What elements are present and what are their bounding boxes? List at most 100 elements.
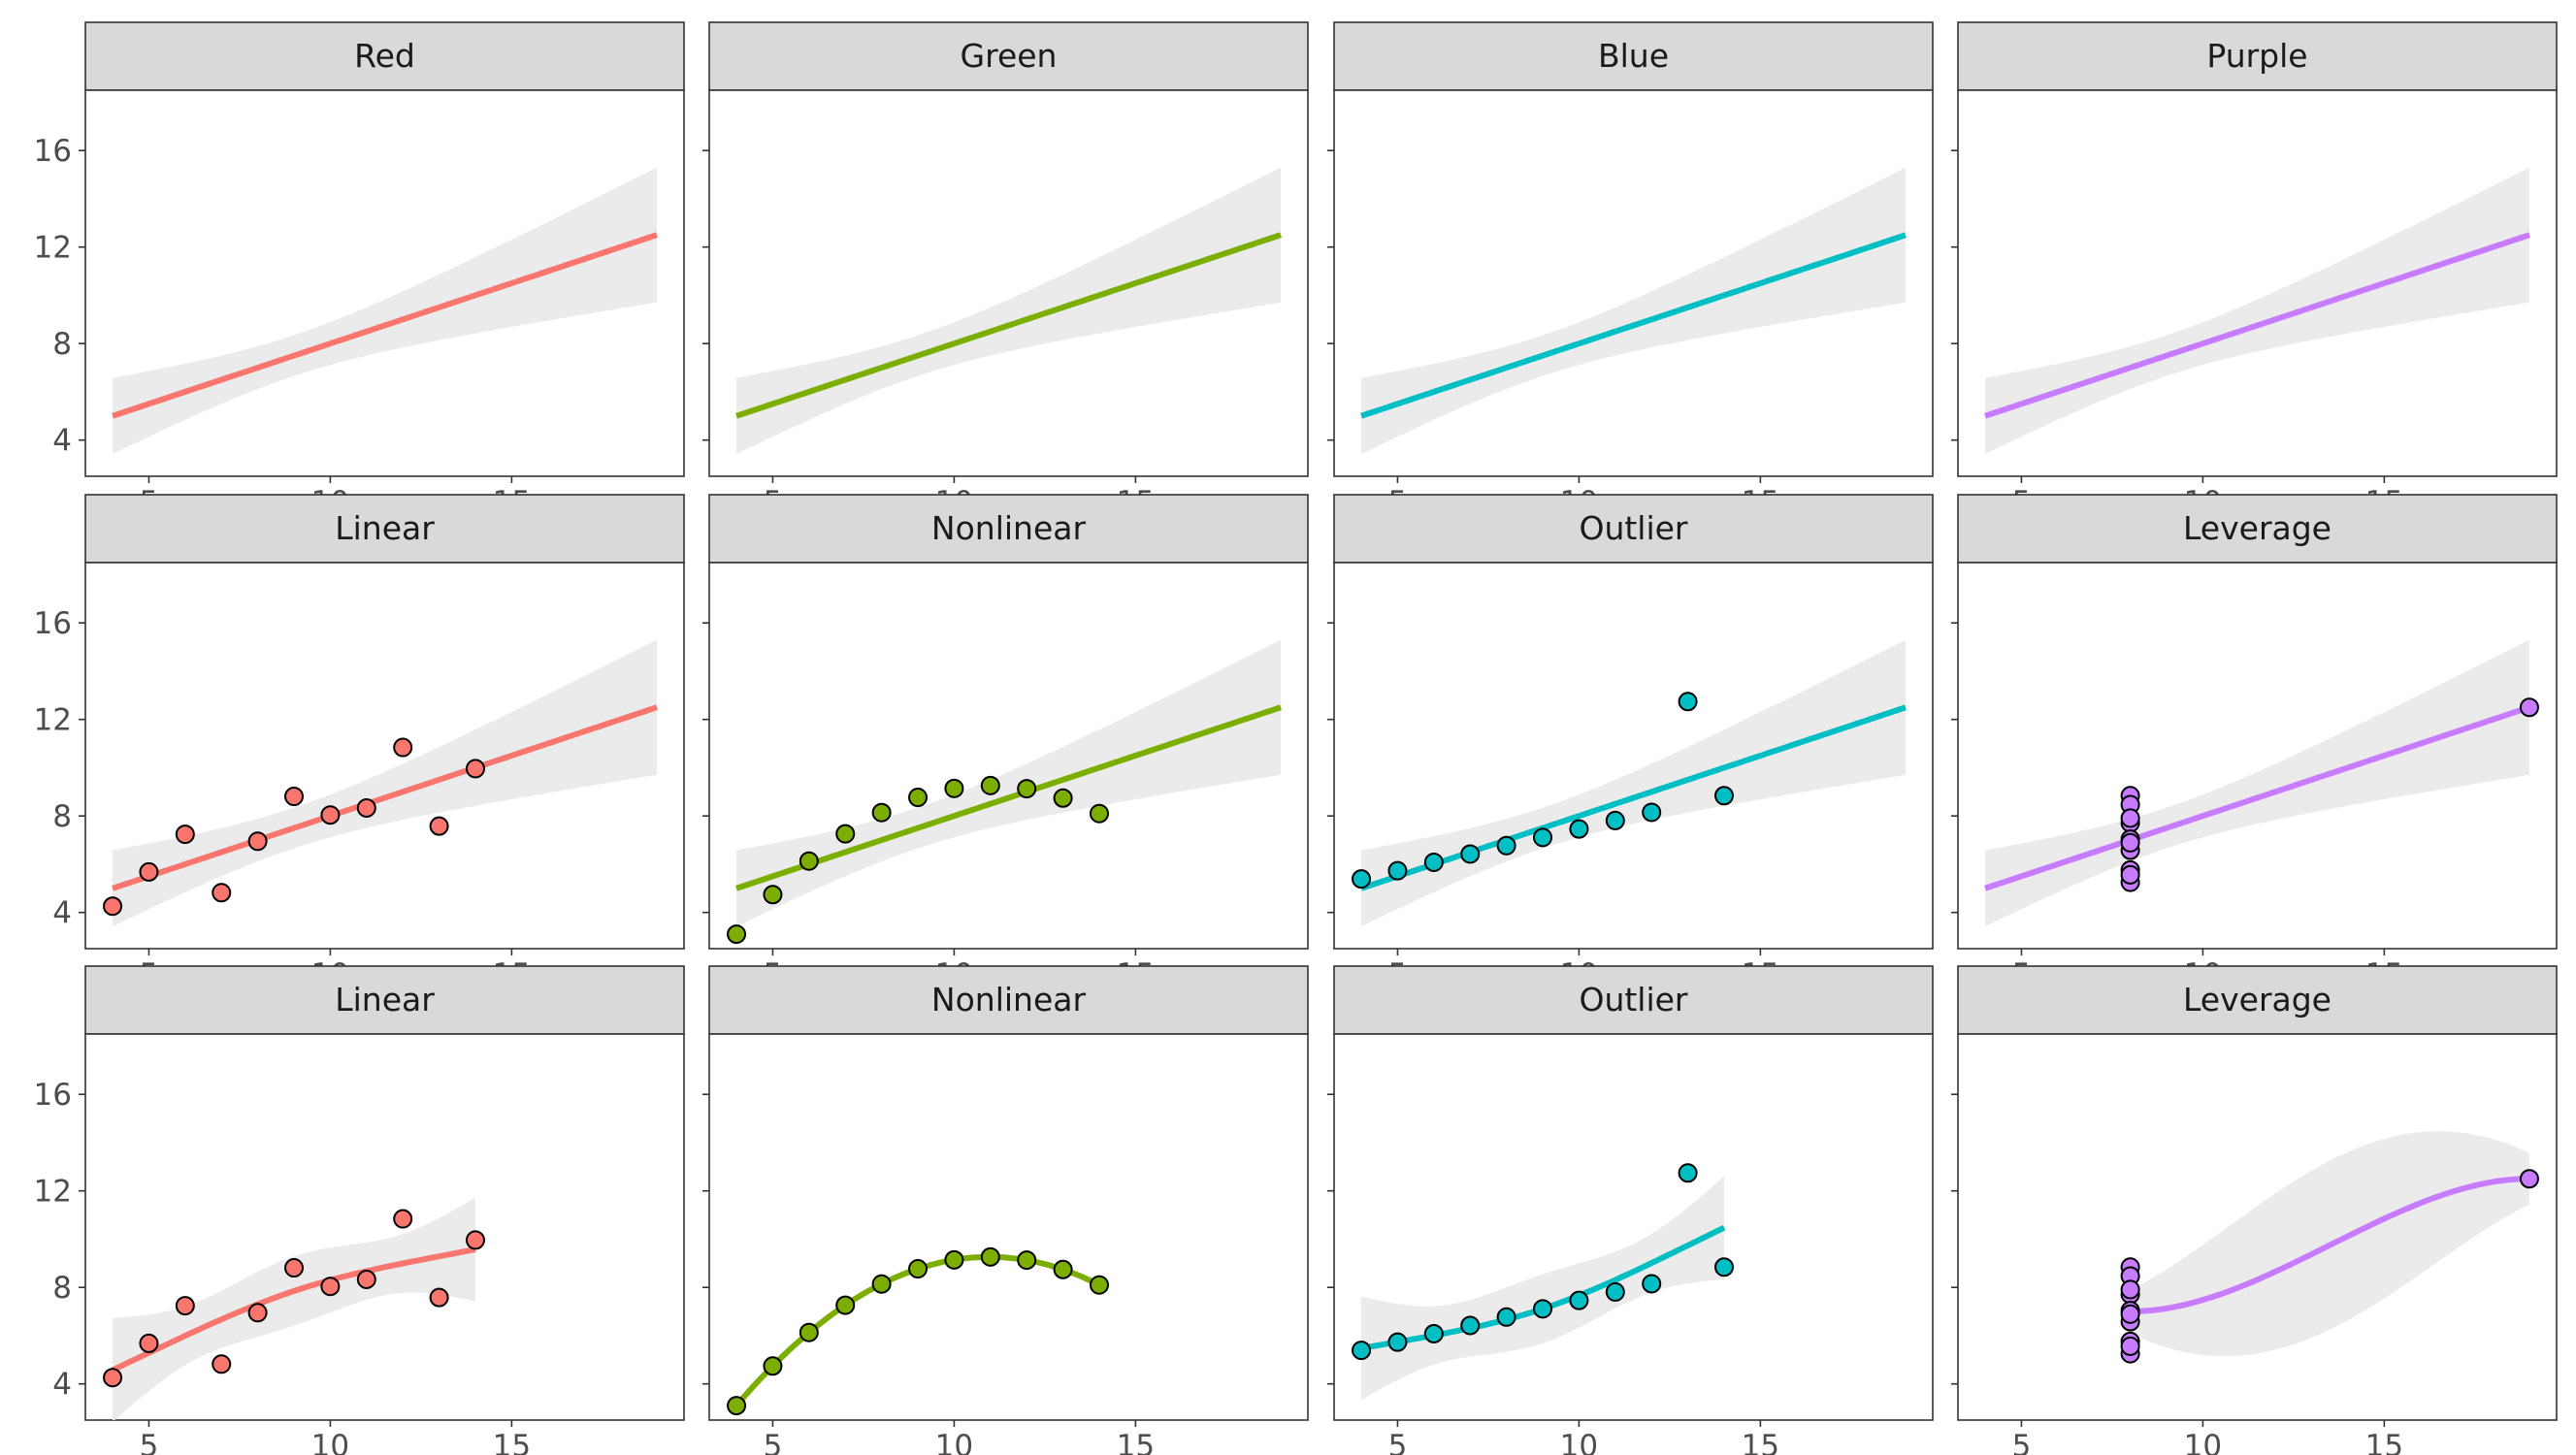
data-point: [247, 1303, 268, 1323]
confidence-band: [1361, 639, 1906, 926]
data-point: [320, 1277, 341, 1297]
facet-title: Nonlinear: [931, 981, 1087, 1018]
data-point: [727, 924, 747, 945]
data-point: [103, 896, 123, 917]
data-point: [1569, 1290, 1589, 1310]
confidence-band: [113, 1197, 475, 1420]
facet-strip: [84, 494, 685, 564]
data-point: [139, 1333, 159, 1353]
confidence-band: [113, 639, 657, 926]
facet-title: Leverage: [2183, 509, 2331, 547]
data-point: [2120, 1336, 2140, 1356]
data-point: [1605, 810, 1625, 830]
facet-strip: [1333, 494, 1934, 564]
data-point: [1713, 1257, 1734, 1277]
data-point: [980, 1246, 1000, 1267]
x-tick-label: 5: [2012, 1429, 2032, 1455]
facet-title: Blue: [1598, 37, 1669, 75]
data-point: [2519, 1169, 2539, 1189]
fit-line: [1984, 704, 2530, 891]
facet-title: Green: [961, 37, 1058, 75]
facet-title: Linear: [335, 981, 435, 1018]
x-tick-label: 15: [2365, 1429, 2403, 1455]
data-point: [1713, 786, 1734, 806]
data-point: [763, 1356, 783, 1376]
facet-strip: [708, 21, 1309, 91]
data-point: [212, 883, 232, 903]
x-tick-label: 15: [493, 1429, 531, 1455]
fit-line: [1360, 704, 1907, 891]
fit-line: [2130, 1176, 2529, 1314]
data-point: [944, 778, 964, 798]
data-point: [175, 1296, 195, 1316]
data-point: [1387, 860, 1408, 881]
data-point: [1533, 827, 1553, 848]
facet-title: Nonlinear: [931, 509, 1087, 547]
data-point: [1460, 1315, 1481, 1336]
x-tick-label: 10: [311, 1429, 349, 1455]
x-tick-label: 10: [935, 1429, 973, 1455]
data-point: [393, 737, 413, 758]
confidence-band: [736, 167, 1281, 455]
data-point: [1423, 1323, 1444, 1343]
data-point: [1089, 803, 1109, 824]
data-point: [1496, 1307, 1516, 1327]
data-point: [2120, 1304, 2140, 1324]
data-point: [1017, 1250, 1037, 1271]
data-point: [1352, 869, 1372, 889]
fit-line: [111, 1246, 476, 1374]
panel-purple-row1: Purple51015: [1951, 21, 2558, 520]
panel-green-row1: Green51015: [702, 21, 1309, 520]
confidence-band: [1985, 639, 2529, 926]
y-tick-label: 4: [52, 1368, 72, 1403]
data-point: [1017, 779, 1037, 799]
data-point: [1642, 1274, 1662, 1294]
y-tick-label: 12: [34, 1175, 72, 1210]
facet-strip: [1957, 21, 2558, 91]
data-point: [727, 1396, 747, 1416]
facet-title: Red: [354, 37, 415, 75]
x-tick-label: 10: [2184, 1429, 2222, 1455]
facet-strip: [708, 494, 1309, 564]
confidence-band: [1361, 1176, 1724, 1401]
data-point: [393, 1209, 413, 1229]
panel-nonlinear-row3: Nonlinear 5 10 15: [702, 965, 1309, 1455]
data-point: [980, 775, 1000, 795]
facet-strip: [708, 965, 1309, 1035]
data-point: [465, 1230, 485, 1250]
x-tick-label: 15: [1742, 1429, 1779, 1455]
x-tick-label: 15: [1117, 1429, 1155, 1455]
fit-line: [1360, 232, 1907, 419]
confidence-band: [736, 639, 1281, 927]
plot-area: [708, 1033, 1309, 1421]
data-point: [103, 1368, 123, 1388]
data-point: [247, 831, 268, 852]
data-point: [835, 824, 856, 844]
facet-strip: [84, 21, 685, 91]
panel-blue-row1: Blue51015: [1327, 21, 1934, 520]
data-point: [799, 851, 819, 871]
y-tick-label: 8: [52, 1271, 72, 1306]
data-point: [1053, 788, 1073, 808]
data-point: [2120, 808, 2140, 828]
facet-title: Leverage: [2183, 981, 2331, 1018]
panel-outlier-row3: Outlier 5 10 15: [1327, 965, 1934, 1455]
fit-line: [112, 232, 658, 419]
y-tick-label: 16: [34, 1078, 72, 1113]
fit-line: [735, 232, 1282, 419]
panel-leverage-row3: Leverage 5 10 15: [1951, 965, 2558, 1455]
data-point: [429, 816, 449, 836]
data-point: [1678, 1163, 1698, 1183]
data-point: [1569, 819, 1589, 839]
facet-strip: [1333, 965, 1934, 1035]
data-point: [429, 1287, 449, 1308]
confidence-band: [1361, 167, 1906, 455]
data-point: [1089, 1275, 1109, 1295]
y-tick-label: 12: [34, 231, 72, 266]
confidence-band: [113, 167, 657, 454]
y-tick-label: 8: [52, 327, 72, 362]
data-point: [356, 797, 376, 818]
